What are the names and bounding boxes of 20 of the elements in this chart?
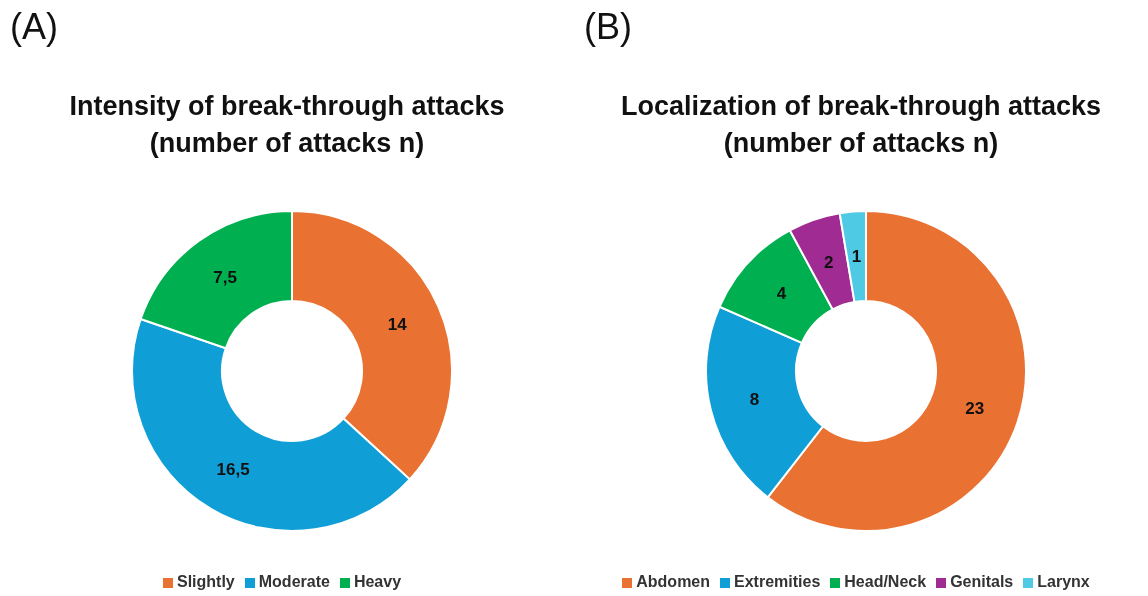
text: (B) bbox=[584, 6, 632, 48]
data-label: 2 bbox=[823, 252, 834, 272]
data-label: 8 bbox=[749, 389, 760, 409]
data-label: 4 bbox=[776, 283, 787, 303]
data-label: 7,5 bbox=[213, 267, 237, 287]
data-label: 14 bbox=[387, 315, 408, 335]
legend-label: Slightly bbox=[176, 573, 235, 590]
legend-label: Head/Neck bbox=[844, 573, 927, 590]
data-label: 16,5 bbox=[216, 460, 250, 480]
text: (A) bbox=[10, 6, 58, 48]
legend-label: Genitals bbox=[950, 573, 1014, 590]
legend-label: Heavy bbox=[353, 573, 402, 590]
legend-label: Moderate bbox=[258, 573, 330, 590]
chart-title: Intensity of break-through attacks (number of attacks n) bbox=[68, 90, 506, 160]
legend-label: Extremities bbox=[734, 573, 821, 590]
chart-title: Localization of break-through attacks (number of attacks n) bbox=[619, 90, 1103, 160]
legend-label: Larynx bbox=[1037, 573, 1090, 590]
legend-label: Abdomen bbox=[636, 573, 711, 590]
data-label: 23 bbox=[965, 398, 985, 418]
data-label: 1 bbox=[851, 246, 862, 266]
